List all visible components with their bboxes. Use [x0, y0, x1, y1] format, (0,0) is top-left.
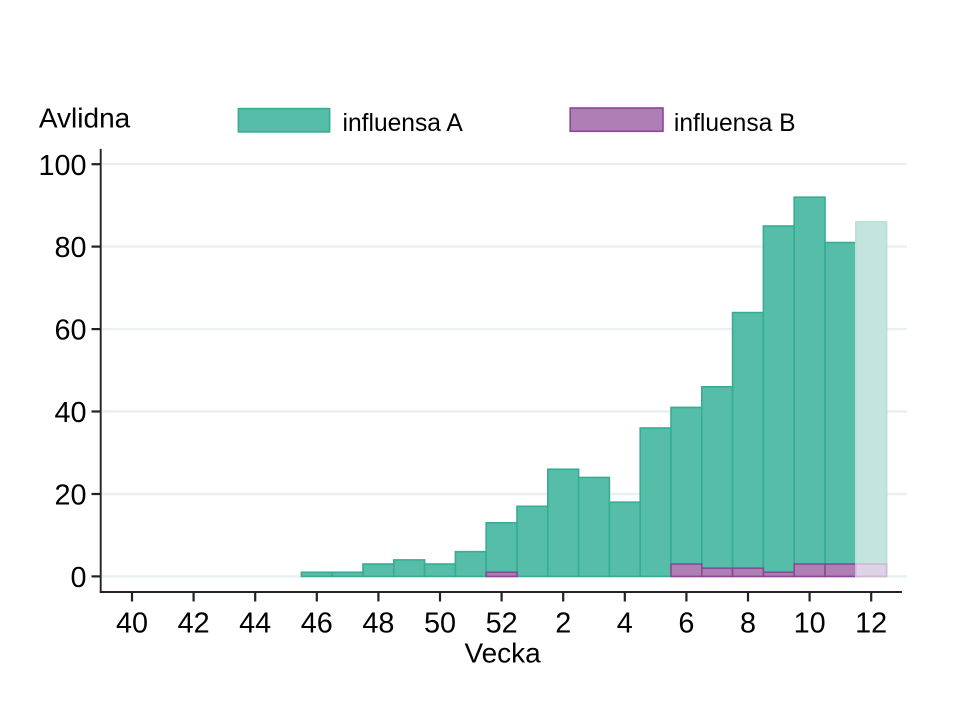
svg-text:4: 4 — [617, 607, 633, 639]
svg-text:12: 12 — [855, 607, 887, 639]
svg-text:42: 42 — [178, 607, 210, 639]
svg-text:40: 40 — [116, 607, 148, 639]
svg-text:influensa A: influensa A — [343, 110, 464, 137]
svg-text:6: 6 — [678, 607, 694, 639]
svg-text:48: 48 — [362, 607, 394, 639]
svg-text:Vecka: Vecka — [464, 638, 541, 669]
svg-text:10: 10 — [794, 607, 826, 639]
svg-text:20: 20 — [54, 480, 86, 512]
svg-text:Avlidna: Avlidna — [39, 103, 131, 134]
svg-text:0: 0 — [70, 562, 86, 594]
svg-text:80: 80 — [54, 232, 86, 264]
svg-text:40: 40 — [54, 397, 86, 429]
svg-text:46: 46 — [301, 607, 333, 639]
svg-text:100: 100 — [38, 150, 86, 182]
svg-text:52: 52 — [486, 607, 518, 639]
svg-text:60: 60 — [54, 315, 86, 347]
svg-text:8: 8 — [740, 607, 756, 639]
svg-text:influensa B: influensa B — [674, 110, 796, 137]
svg-text:2: 2 — [555, 607, 571, 639]
svg-text:50: 50 — [424, 607, 456, 639]
svg-text:44: 44 — [239, 607, 271, 639]
